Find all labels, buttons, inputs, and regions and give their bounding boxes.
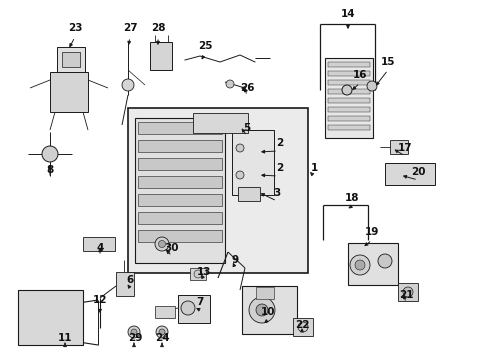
Text: 17: 17: [397, 143, 411, 153]
Text: 6: 6: [126, 275, 133, 285]
Bar: [57, 47, 85, 72]
Bar: [116, 272, 134, 296]
Circle shape: [155, 237, 169, 251]
Bar: [138, 158, 222, 170]
Bar: [327, 98, 369, 103]
Text: 9: 9: [231, 255, 238, 265]
Bar: [242, 286, 296, 334]
Bar: [327, 71, 369, 76]
Text: 7: 7: [196, 297, 203, 307]
Bar: [327, 125, 369, 130]
Bar: [327, 80, 369, 85]
Bar: [150, 42, 172, 70]
Bar: [231, 130, 273, 195]
Bar: [327, 89, 369, 94]
Bar: [138, 140, 222, 152]
Circle shape: [159, 329, 164, 335]
Bar: [62, 52, 80, 67]
Circle shape: [366, 81, 376, 91]
Circle shape: [131, 329, 137, 335]
Bar: [292, 318, 312, 336]
Text: 25: 25: [197, 41, 212, 51]
Text: 24: 24: [154, 333, 169, 343]
Circle shape: [377, 254, 391, 268]
Circle shape: [248, 297, 274, 323]
Circle shape: [122, 79, 134, 91]
Text: 1: 1: [310, 163, 317, 173]
Bar: [83, 237, 115, 251]
Bar: [138, 194, 222, 206]
Bar: [18, 290, 83, 345]
Text: 23: 23: [68, 23, 82, 33]
Text: 26: 26: [239, 83, 254, 93]
Text: 5: 5: [243, 123, 250, 133]
Text: 8: 8: [46, 165, 54, 175]
Circle shape: [236, 144, 244, 152]
Bar: [256, 287, 273, 299]
Circle shape: [236, 171, 244, 179]
Bar: [347, 243, 397, 285]
Circle shape: [194, 270, 202, 278]
Bar: [193, 113, 247, 133]
Bar: [128, 108, 307, 273]
Text: 29: 29: [127, 333, 142, 343]
Circle shape: [225, 80, 234, 88]
Text: 12: 12: [93, 295, 107, 305]
Circle shape: [341, 85, 351, 95]
Text: 4: 4: [96, 243, 103, 253]
Bar: [178, 295, 209, 323]
Bar: [190, 268, 205, 280]
Text: 22: 22: [294, 320, 308, 330]
Circle shape: [354, 260, 364, 270]
Bar: [327, 107, 369, 112]
Circle shape: [158, 240, 165, 248]
Circle shape: [181, 301, 195, 315]
Text: 2: 2: [276, 163, 283, 173]
Bar: [50, 72, 88, 112]
Circle shape: [42, 146, 58, 162]
Bar: [389, 140, 407, 154]
Bar: [138, 230, 222, 242]
Text: 18: 18: [344, 193, 359, 203]
Bar: [138, 176, 222, 188]
Text: 27: 27: [122, 23, 137, 33]
Text: 13: 13: [196, 267, 211, 277]
Bar: [138, 212, 222, 224]
Circle shape: [402, 287, 412, 297]
Bar: [155, 306, 175, 318]
Bar: [327, 116, 369, 121]
Bar: [138, 122, 222, 134]
Bar: [384, 163, 434, 185]
Text: 2: 2: [276, 138, 283, 148]
Bar: [397, 283, 417, 301]
Text: 15: 15: [380, 57, 394, 67]
Text: 11: 11: [58, 333, 72, 343]
Circle shape: [156, 326, 168, 338]
Text: 14: 14: [340, 9, 355, 19]
Circle shape: [128, 326, 140, 338]
Bar: [238, 187, 260, 201]
Text: 30: 30: [164, 243, 179, 253]
Text: 28: 28: [150, 23, 165, 33]
Bar: [327, 62, 369, 67]
Text: 16: 16: [352, 70, 366, 80]
Text: 19: 19: [364, 227, 378, 237]
Circle shape: [256, 304, 267, 316]
Text: 3: 3: [273, 188, 280, 198]
Circle shape: [349, 255, 369, 275]
Bar: [135, 118, 224, 263]
Text: 10: 10: [260, 307, 275, 317]
Circle shape: [297, 322, 307, 332]
Text: 21: 21: [398, 290, 412, 300]
Bar: [325, 58, 372, 138]
Text: 20: 20: [410, 167, 425, 177]
